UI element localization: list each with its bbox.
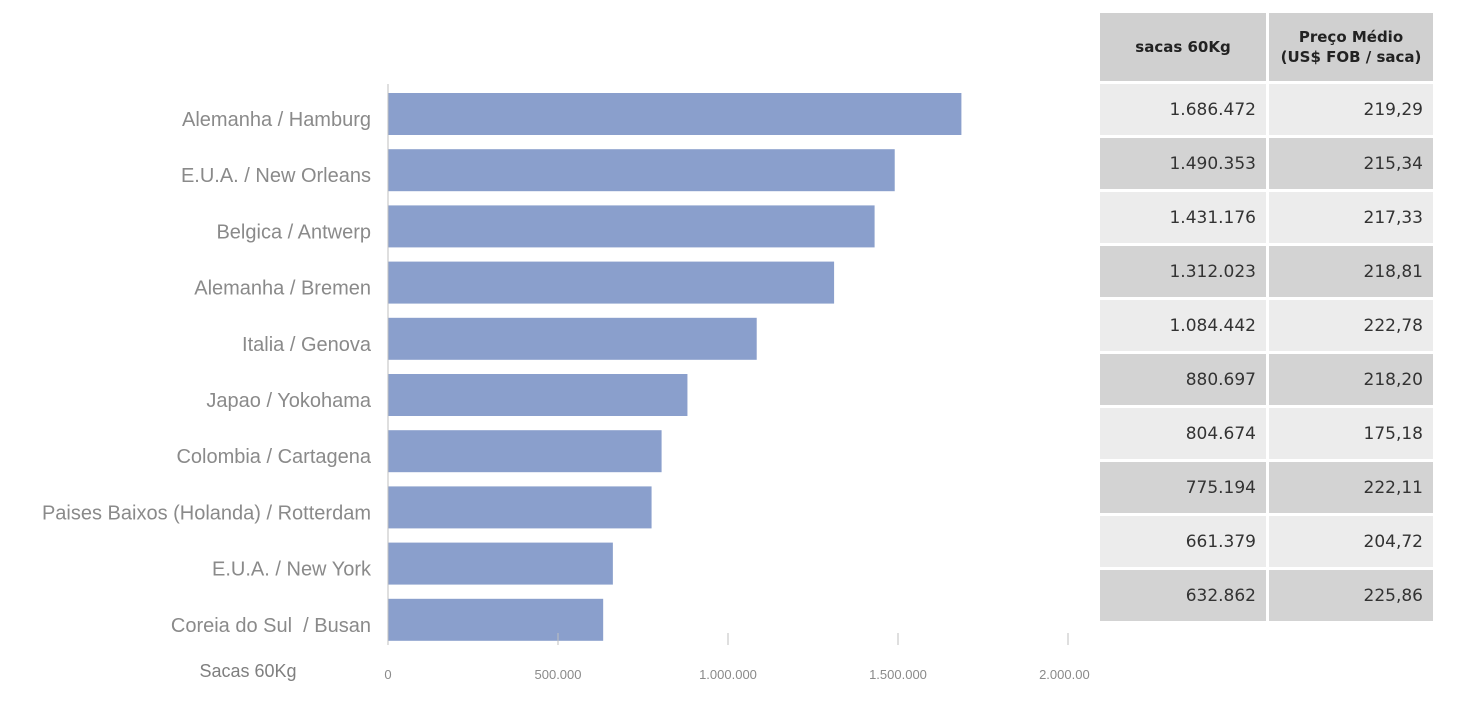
bar	[388, 205, 875, 248]
category-label: Coreia do Sul / Busan	[171, 615, 371, 637]
bar	[388, 93, 962, 135]
category-label: Japao / Yokohama	[206, 390, 371, 412]
table-row: 661.379 204,72	[1100, 516, 1433, 567]
cell-sacas: 1.686.472	[1100, 84, 1266, 135]
x-tick-label: 0	[384, 667, 391, 682]
cell-sacas: 804.674	[1100, 408, 1266, 459]
category-label: E.U.A. / New York	[212, 559, 372, 581]
cell-sacas: 1.084.442	[1100, 300, 1266, 351]
cell-sacas: 1.431.176	[1100, 192, 1266, 243]
cell-preco: 222,11	[1269, 462, 1433, 513]
bar-chart: Alemanha / Hamburg E.U.A. / New Orleans Be…	[42, 84, 1090, 682]
bars	[388, 93, 962, 641]
cell-preco: 225,86	[1269, 570, 1433, 621]
x-tick-label: 1.500.000	[869, 667, 927, 682]
header-preco: Preço Médio (US$ FOB / saca)	[1269, 13, 1433, 81]
bar	[388, 598, 604, 641]
category-label: Belgica / Antwerp	[216, 221, 371, 243]
header-sacas: sacas 60Kg	[1100, 13, 1266, 81]
cell-sacas: 1.490.353	[1100, 138, 1266, 189]
category-label: Colombia / Cartagena	[176, 446, 371, 468]
cell-sacas: 880.697	[1100, 354, 1266, 405]
cell-sacas: 775.194	[1100, 462, 1266, 513]
bar	[388, 261, 835, 304]
bar	[388, 149, 895, 192]
bar	[388, 486, 652, 529]
cell-sacas: 632.862	[1100, 570, 1266, 621]
cell-sacas: 1.312.023	[1100, 246, 1266, 297]
category-label: Italia / Genova	[242, 334, 372, 356]
header-preco-line2: (US$ FOB / saca)	[1280, 48, 1422, 66]
bar	[388, 374, 688, 416]
category-label: Alemanha / Bremen	[194, 278, 371, 300]
header-preco-line1: Preço Médio	[1298, 28, 1404, 46]
cell-preco: 175,18	[1269, 408, 1433, 459]
cell-preco: 222,78	[1269, 300, 1433, 351]
table-row: 1.431.176 217,33	[1100, 192, 1433, 243]
table-row: 1.686.472 219,29	[1100, 84, 1433, 135]
x-tick-label: 500.000	[535, 667, 582, 682]
table-row: 1.084.442 222,78	[1100, 300, 1433, 351]
cell-preco: 204,72	[1269, 516, 1433, 567]
x-axis-title: Sacas 60Kg	[199, 661, 296, 681]
table-row: 1.490.353 215,34	[1100, 138, 1433, 189]
bar	[388, 542, 613, 585]
x-tick-label: 2.000.000	[1039, 667, 1090, 682]
data-table: sacas 60Kg Preço Médio (US$ FOB / saca) …	[1097, 10, 1436, 624]
cell-preco: 218,81	[1269, 246, 1433, 297]
category-label: Paises Baixos (Holanda) / Rotterdam	[42, 502, 371, 524]
category-label: E.U.A. / New Orleans	[181, 165, 371, 187]
table-row: 632.862 225,86	[1100, 570, 1433, 621]
table-row: 1.312.023 218,81	[1100, 246, 1433, 297]
table-row: 775.194 222,11	[1100, 462, 1433, 513]
cell-sacas: 661.379	[1100, 516, 1266, 567]
category-label: Alemanha / Hamburg	[182, 109, 371, 131]
bar	[388, 430, 662, 473]
cell-preco: 218,20	[1269, 354, 1433, 405]
category-labels: Alemanha / Hamburg E.U.A. / New Orleans Be…	[42, 109, 372, 637]
x-tick-label: 1.000.000	[699, 667, 757, 682]
table-row: 880.697 218,20	[1100, 354, 1433, 405]
bar	[388, 317, 757, 360]
table-header-row: sacas 60Kg Preço Médio (US$ FOB / saca)	[1100, 13, 1433, 81]
cell-preco: 215,34	[1269, 138, 1433, 189]
cell-preco: 219,29	[1269, 84, 1433, 135]
table-row: 804.674 175,18	[1100, 408, 1433, 459]
axes: 0 500.000 1.000.000 1.500.000 2.000.000	[384, 84, 1090, 682]
cell-preco: 217,33	[1269, 192, 1433, 243]
